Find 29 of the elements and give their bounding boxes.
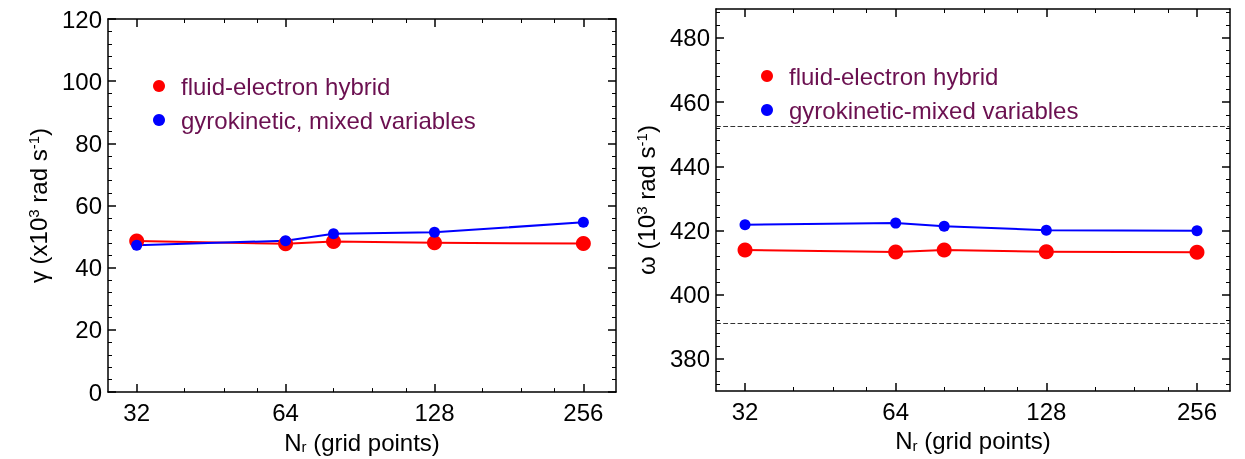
- x-axis-title: Nr (grid points): [895, 427, 1051, 455]
- y-tick-label: 120: [61, 5, 102, 33]
- legend-label: fluid-electron hybrid: [181, 72, 391, 100]
- legend-label: gyrokinetic, mixed variables: [181, 106, 476, 134]
- x-axis-title: Nr (grid points): [284, 428, 440, 456]
- legend-label: gyrokinetic-mixed variables: [789, 96, 1079, 124]
- x-tick-label: 64: [882, 397, 910, 425]
- x-tick-label: 32: [731, 397, 759, 425]
- legend-label: fluid-electron hybrid: [789, 62, 999, 90]
- y-tick-label: 20: [75, 316, 102, 344]
- y-tick-label: 440: [669, 152, 710, 180]
- y-axis-title: γ (x103 rad s-1): [24, 128, 52, 284]
- y-tick-label: 80: [75, 129, 102, 157]
- x-tick-label: 64: [272, 398, 299, 426]
- x-tick-label: 128: [414, 398, 455, 426]
- x-tick-label: 128: [1026, 397, 1067, 425]
- x-tick-label: 256: [1176, 397, 1218, 425]
- y-tick-label: 40: [75, 254, 102, 282]
- y-tick-label: 0: [88, 378, 102, 406]
- y-tick-label: 460: [669, 88, 710, 116]
- x-tick-label: 32: [123, 398, 151, 426]
- x-tick-label: 256: [563, 398, 604, 426]
- y-tick-label: 380: [669, 345, 710, 373]
- y-tick-label: 400: [669, 281, 710, 309]
- y-axis-title: ω (103 rad s-1): [632, 125, 660, 275]
- y-tick-label: 100: [61, 67, 102, 95]
- y-tick-label: 60: [75, 192, 102, 220]
- y-tick-label: 420: [669, 217, 710, 244]
- y-tick-label: 480: [669, 24, 710, 52]
